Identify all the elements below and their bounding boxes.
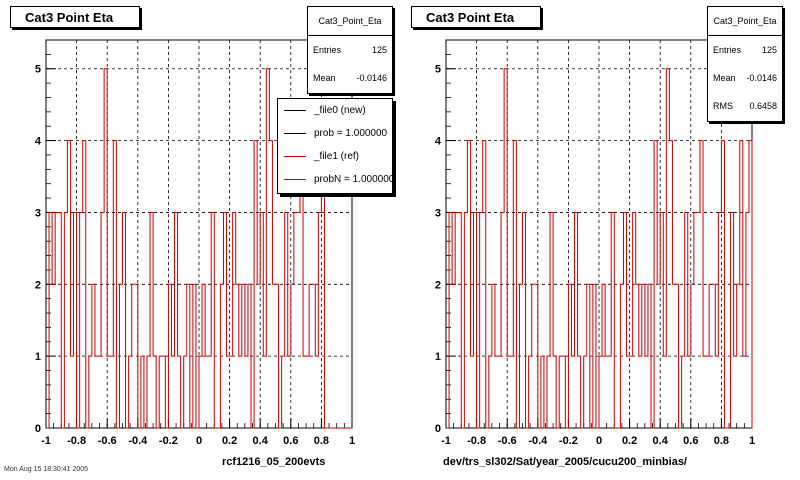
left-x-tick-label: -0.2: [159, 435, 178, 447]
right-stats-mean-value: -0.0146: [746, 73, 777, 83]
right-stats-box: Cat3_Point_Eta Entries 125 Mean -0.0146 …: [707, 6, 783, 122]
right-stats-name: Cat3_Point_Eta: [708, 7, 782, 36]
left-stats-entries-value: 125: [371, 45, 387, 55]
left-stats-row-mean: Mean -0.0146: [308, 64, 392, 92]
right-y-tick-label: 5: [435, 64, 441, 76]
left-x-tick-label: 0.8: [314, 435, 329, 447]
legend-label-probn: probN = 1.000000: [314, 174, 393, 185]
right-y-tick-label: 3: [435, 207, 441, 219]
right-x-tick-label: 0.2: [622, 435, 637, 447]
legend-swatch-probn: [284, 179, 306, 180]
right-xlabel: dev/trs_sl302/Sat/year_2005/cucu200_minb…: [443, 456, 687, 468]
left-x-tick-label: 0.4: [253, 435, 269, 447]
right-y-tick-label: 1: [435, 351, 441, 363]
right-x-tick-label: 0.8: [714, 435, 729, 447]
right-plot: -1 -0.8 -0.6 -0.4 -0.2 0 0.2 0.4 0.6 0.8 1 0 1 2 3 4 5: [435, 39, 755, 447]
right-x-tick-label: -0.8: [467, 435, 486, 447]
left-xlabel: rcf1216_05_200evts: [222, 456, 326, 468]
left-x-tick-label: -0.8: [67, 435, 86, 447]
left-x-tick-label: -0.4: [128, 435, 148, 447]
right-histogram-line: [446, 68, 753, 429]
left-x-tick-label: 0.2: [222, 435, 237, 447]
right-stats-entries-label: Entries: [713, 45, 742, 55]
right-y-tick-label: 2: [435, 279, 441, 291]
left-y-tick-label: 4: [35, 136, 42, 148]
left-y-tick-label: 1: [35, 351, 41, 363]
left-y-tick-label: 0: [35, 423, 41, 435]
left-stats-box: Cat3_Point_Eta Entries 125 Mean -0.0146: [307, 6, 393, 94]
left-y-tick-label: 2: [35, 279, 41, 291]
left-stats-mean-value: -0.0146: [356, 73, 387, 83]
left-stats-row-entries: Entries 125: [308, 36, 392, 64]
right-stats-rms-value: 0.6458: [749, 101, 777, 111]
right-title: Cat3 Point Eta: [426, 10, 515, 25]
date-stamp: Mon Aug 15 18:30:41 2005: [4, 466, 89, 473]
legend-label-file1: _file1 (ref): [314, 151, 360, 162]
right-stats-row-rms: RMS 0.6458: [708, 92, 782, 120]
legend-entry-file1: _file1 (ref): [278, 145, 392, 168]
legend-entry-prob: prob = 1.000000: [278, 122, 392, 145]
legend-label-prob: prob = 1.000000: [314, 128, 388, 139]
right-x-tick-label: 0: [596, 435, 602, 447]
right-stats-mean-label: Mean: [713, 73, 736, 83]
right-x-tick-label: 0.6: [683, 435, 698, 447]
right-y-tick-label: 0: [435, 423, 441, 435]
legend-entry-probn: probN = 1.000000: [278, 168, 392, 191]
right-stats-row-entries: Entries 125: [708, 36, 782, 64]
left-stats-entries-label: Entries: [313, 45, 342, 55]
left-legend: _file0 (new) prob = 1.000000 _file1 (ref…: [277, 98, 393, 194]
right-stats-row-mean: Mean -0.0146: [708, 64, 782, 92]
right-stats-entries-value: 125: [761, 45, 777, 55]
right-x-tick-label: 0.4: [653, 435, 669, 447]
legend-label-file0: _file0 (new): [314, 105, 366, 116]
right-x-tick-label: -0.6: [498, 435, 517, 447]
left-histogram-line: [46, 68, 352, 429]
left-title: Cat3 Point Eta: [25, 10, 114, 25]
right-x-tick-label: -1: [441, 435, 451, 447]
legend-swatch-file0: [284, 110, 306, 111]
legend-swatch-file1: [284, 156, 306, 157]
legend-entry-file0: _file0 (new): [278, 99, 392, 122]
right-x-tick-label: -0.2: [559, 435, 578, 447]
left-x-tick-label: -0.6: [98, 435, 117, 447]
right-x-tick-label: 1: [749, 435, 755, 447]
legend-swatch-prob: [284, 133, 306, 134]
left-x-tick-label: -1: [41, 435, 51, 447]
left-x-tick-label: 0: [196, 435, 202, 447]
right-x-tick-label: -0.4: [528, 435, 548, 447]
left-title-box: Cat3 Point Eta: [10, 6, 140, 28]
left-x-tick-label: 0.6: [283, 435, 298, 447]
right-title-box: Cat3 Point Eta: [411, 6, 541, 28]
left-y-tick-label: 3: [35, 207, 41, 219]
left-y-tick-label: 5: [35, 64, 41, 76]
right-stats-rms-label: RMS: [713, 101, 733, 111]
left-stats-mean-label: Mean: [313, 73, 336, 83]
right-y-tick-label: 4: [435, 136, 442, 148]
left-stats-name: Cat3_Point_Eta: [308, 7, 392, 36]
left-x-tick-label: 1: [349, 435, 355, 447]
